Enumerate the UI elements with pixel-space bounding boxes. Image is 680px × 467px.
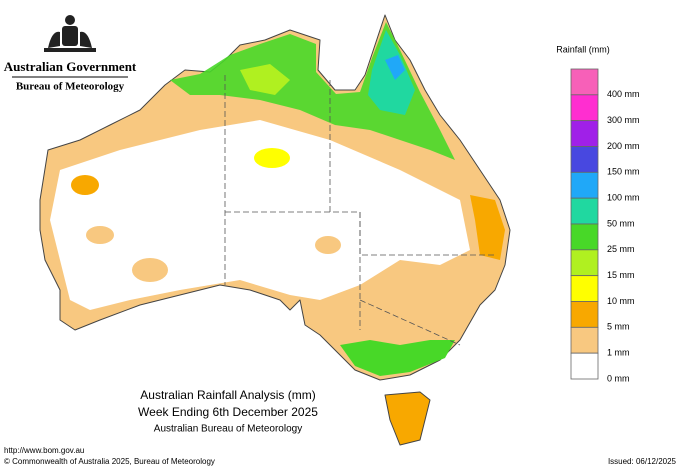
legend-swatch	[570, 326, 599, 354]
legend-swatch	[570, 249, 599, 277]
legend-swatch	[570, 120, 599, 147]
legend-label: 100 mm	[607, 193, 640, 203]
legend-swatch	[570, 68, 599, 96]
legend-label: 10 mm	[607, 296, 635, 306]
legend-label: 1 mm	[607, 348, 630, 358]
legend-title: Rainfall (mm)	[556, 44, 610, 54]
map	[39, 14, 511, 446]
rain-patch	[71, 175, 99, 195]
rain-se-green	[340, 340, 455, 376]
footer-copyright: © Commonwealth of Australia 2025, Bureau…	[4, 457, 215, 466]
rain-patch	[315, 236, 341, 254]
legend-label: 150 mm	[607, 167, 640, 177]
legend-label: 300 mm	[607, 115, 640, 125]
legend-swatch	[570, 197, 599, 225]
legend-label: 400 mm	[607, 89, 640, 99]
legend: 400 mm 300 mm 200 mm 150 mm 100 mm 50 mm 25 mm…	[570, 68, 640, 383]
legend-label: 0 mm	[607, 373, 630, 383]
legend-label: 15 mm	[607, 270, 635, 280]
caption-period: Week Ending 6th December 2025	[138, 405, 318, 419]
caption-title: Australian Rainfall Analysis (mm)	[140, 388, 315, 402]
rain-east-orange	[470, 195, 505, 260]
government-name: Australian Government	[4, 59, 137, 74]
state-borders	[224, 75, 495, 346]
tasmania	[384, 391, 431, 446]
legend-swatch	[570, 94, 599, 122]
rain-patch	[132, 258, 168, 282]
legend-label: 50 mm	[607, 218, 635, 228]
legend-swatch	[570, 223, 599, 251]
legend-label: 25 mm	[607, 244, 635, 254]
legend-label: 200 mm	[607, 141, 640, 151]
legend-swatch	[570, 301, 599, 328]
agency-name: Bureau of Meteorology	[16, 81, 125, 93]
legend-swatch	[570, 171, 599, 199]
footer-url: http://www.bom.gov.au	[4, 446, 84, 455]
legend-swatch	[570, 275, 599, 302]
coat-of-arms	[44, 15, 96, 52]
rain-north-lightgreen	[240, 64, 290, 95]
rain-patch	[254, 148, 290, 168]
legend-swatch	[570, 352, 599, 380]
legend-swatch	[570, 146, 599, 173]
caption-source: Australian Bureau of Meteorology	[154, 424, 302, 435]
footer-issued: Issued: 06/12/2025	[608, 457, 677, 466]
rain-north-blue	[385, 55, 405, 80]
legend-label: 5 mm	[607, 322, 630, 332]
rain-patch	[86, 226, 114, 244]
